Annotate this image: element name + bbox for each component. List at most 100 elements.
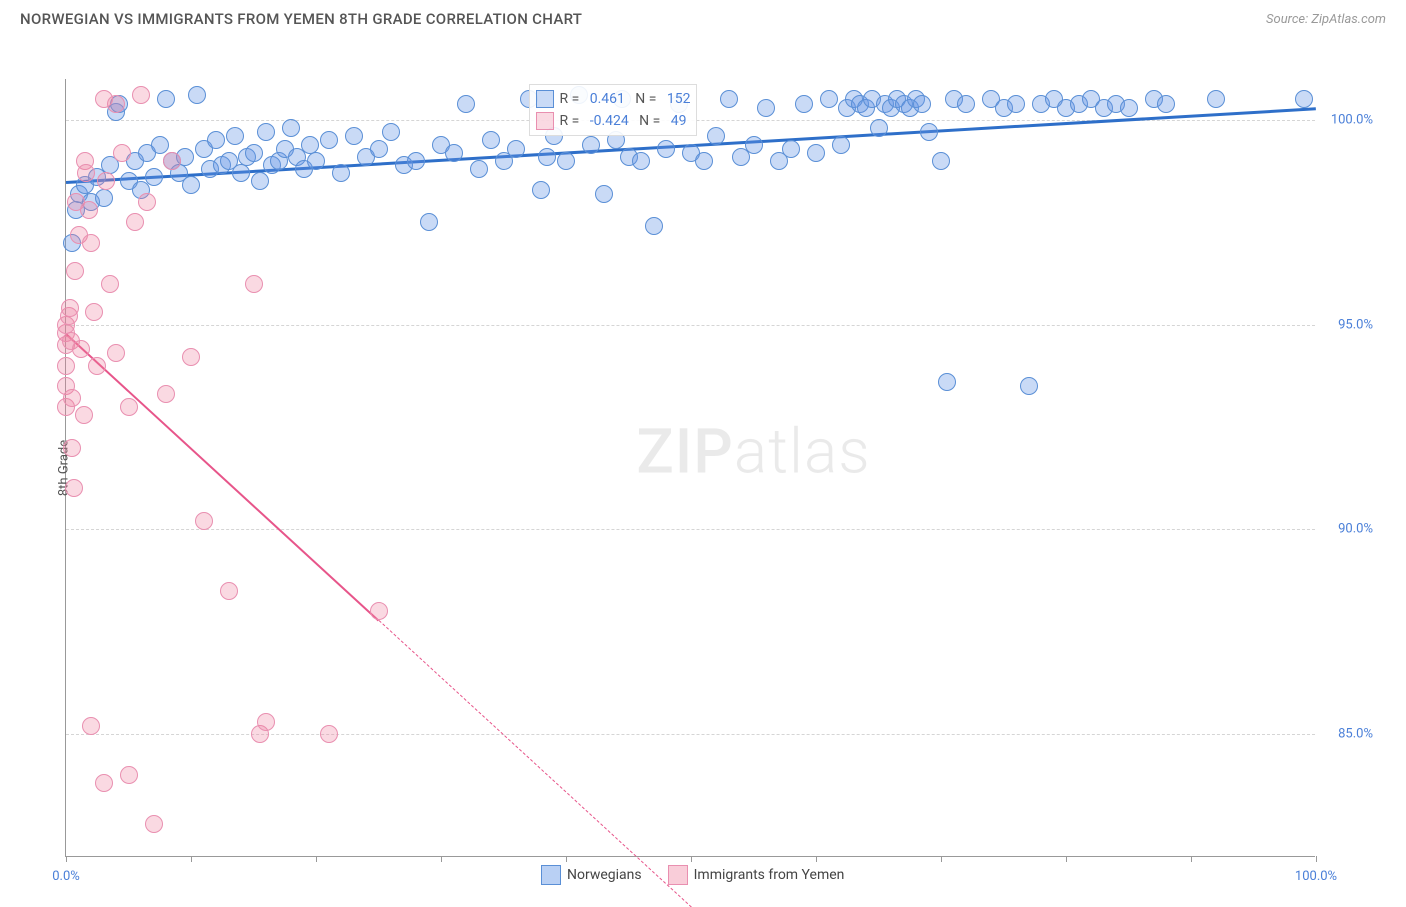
data-point [57,357,75,375]
stats-text: R = -0.424 N = 49 [560,113,687,129]
data-point [157,90,175,108]
data-point [251,172,269,190]
data-point [282,119,300,137]
trend-line [378,620,691,907]
data-point [63,439,81,457]
data-point [120,398,138,416]
data-point [257,123,275,141]
data-point [832,136,850,154]
data-point [132,86,150,104]
stats-row: R = 0.461 N = 152 [536,88,691,110]
x-tick [691,856,692,862]
data-point [195,512,213,530]
data-point [645,217,663,235]
stats-row: R = -0.424 N = 49 [536,110,691,132]
data-point [163,152,181,170]
data-point [932,152,950,170]
data-point [595,185,613,203]
data-point [1295,90,1313,108]
plot-area: 8th Grade ZIPatlas 100.0%95.0%90.0%85.0%… [65,79,1315,857]
y-tick-label: 90.0% [1338,522,1373,537]
legend-swatch [668,865,688,885]
data-point [745,136,763,154]
x-tick-label: 0.0% [52,869,80,884]
data-point [332,164,350,182]
data-point [457,95,475,113]
data-point [557,152,575,170]
data-point [82,234,100,252]
data-point [345,127,363,145]
data-point [138,193,156,211]
data-point [707,127,725,145]
stats-box: R = 0.461 N = 152 R = -0.424 N = 49 [529,84,698,136]
legend-swatch [536,90,554,108]
data-point [307,152,325,170]
data-point [582,136,600,154]
data-point [538,148,556,166]
legend-item: Immigrants from Yemen [668,865,845,885]
data-point [72,340,90,358]
data-point [145,815,163,833]
x-tick [941,856,942,862]
data-point [820,90,838,108]
data-point [61,299,79,317]
legend-swatch [536,112,554,130]
data-point [938,373,956,391]
data-point [97,172,115,190]
x-tick [1066,856,1067,862]
data-point [151,136,169,154]
data-point [157,385,175,403]
data-point [420,213,438,231]
data-point [720,90,738,108]
data-point [470,160,488,178]
data-point [632,152,650,170]
data-point [1020,377,1038,395]
legend-label: Immigrants from Yemen [694,867,845,883]
data-point [913,95,931,113]
data-point [95,774,113,792]
x-tick [316,856,317,862]
data-point [407,152,425,170]
data-point [301,136,319,154]
data-point [232,164,250,182]
data-point [807,144,825,162]
data-point [95,189,113,207]
data-point [77,164,95,182]
data-point [1207,90,1225,108]
x-tick [66,856,67,862]
data-point [75,406,93,424]
data-point [757,99,775,117]
gridline [66,529,1315,530]
title-bar: NORWEGIAN VS IMMIGRANTS FROM YEMEN 8TH G… [0,0,1406,34]
data-point [370,140,388,158]
data-point [207,131,225,149]
x-tick [1191,856,1192,862]
data-point [370,602,388,620]
data-point [226,127,244,145]
data-point [82,717,100,735]
data-point [920,123,938,141]
chart-title: NORWEGIAN VS IMMIGRANTS FROM YEMEN 8TH G… [20,10,582,28]
data-point [795,95,813,113]
legend-swatch [541,865,561,885]
x-tick [566,856,567,862]
x-tick [1316,856,1317,862]
data-point [257,713,275,731]
legend-item: Norwegians [541,865,642,885]
data-point [1157,95,1175,113]
data-point [1007,95,1025,113]
data-point [182,176,200,194]
x-tick-label: 100.0% [1295,869,1337,884]
data-point [220,582,238,600]
data-point [65,479,83,497]
x-tick [441,856,442,862]
data-point [107,344,125,362]
data-point [182,348,200,366]
data-point [245,275,263,293]
legend: Norwegians Immigrants from Yemen [541,865,844,885]
y-tick-label: 85.0% [1338,727,1373,742]
data-point [80,201,98,219]
data-point [482,131,500,149]
x-tick [191,856,192,862]
watermark: ZIPatlas [636,416,870,489]
